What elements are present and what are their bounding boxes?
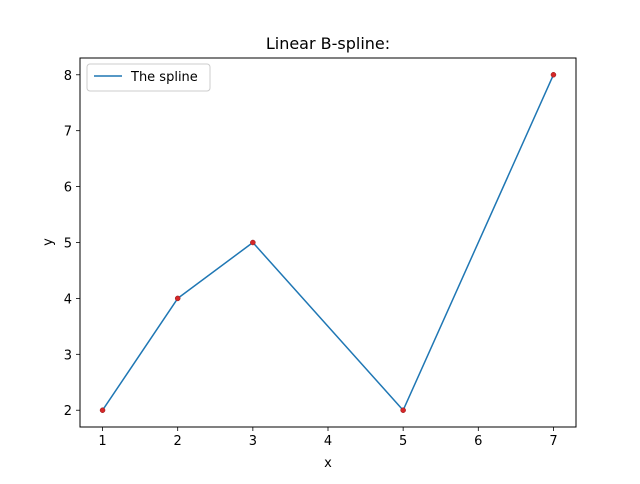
data-point-0 bbox=[99, 407, 106, 413]
data-point-3 bbox=[400, 407, 406, 413]
y-tick-label: 7 bbox=[64, 125, 72, 140]
y-tick-label: 3 bbox=[64, 348, 72, 363]
data-point-4 bbox=[550, 72, 557, 78]
plot-layer bbox=[99, 72, 557, 413]
y-tick-label: 8 bbox=[64, 69, 72, 84]
data-point-2 bbox=[250, 239, 256, 246]
x-tick-label: 2 bbox=[174, 434, 182, 449]
legend: The spline bbox=[86, 63, 211, 92]
x-tick-label: 5 bbox=[399, 434, 407, 449]
x-tick-label: 1 bbox=[98, 434, 106, 449]
x-tick-label: 3 bbox=[249, 434, 257, 449]
x-axis-ticks: 1 2 3 4 5 6 7 bbox=[98, 427, 558, 449]
chart-title: Linear B-spline: bbox=[266, 34, 390, 53]
legend-box bbox=[86, 63, 211, 92]
y-tick-label: 5 bbox=[64, 237, 72, 252]
x-tick-label: 6 bbox=[474, 434, 482, 449]
x-tick-label: 7 bbox=[549, 434, 557, 449]
x-tick-label: 4 bbox=[324, 434, 332, 449]
y-tick-label: 4 bbox=[64, 292, 72, 307]
y-tick-label: 2 bbox=[64, 404, 72, 419]
y-axis-label: y bbox=[41, 238, 56, 246]
data-point-1 bbox=[174, 295, 181, 302]
y-axis-ticks: 2 3 4 5 6 7 8 bbox=[64, 69, 80, 419]
legend-label-the-spline: The spline bbox=[130, 70, 198, 85]
x-axis-label: x bbox=[324, 456, 332, 471]
y-tick-label: 6 bbox=[64, 181, 72, 196]
